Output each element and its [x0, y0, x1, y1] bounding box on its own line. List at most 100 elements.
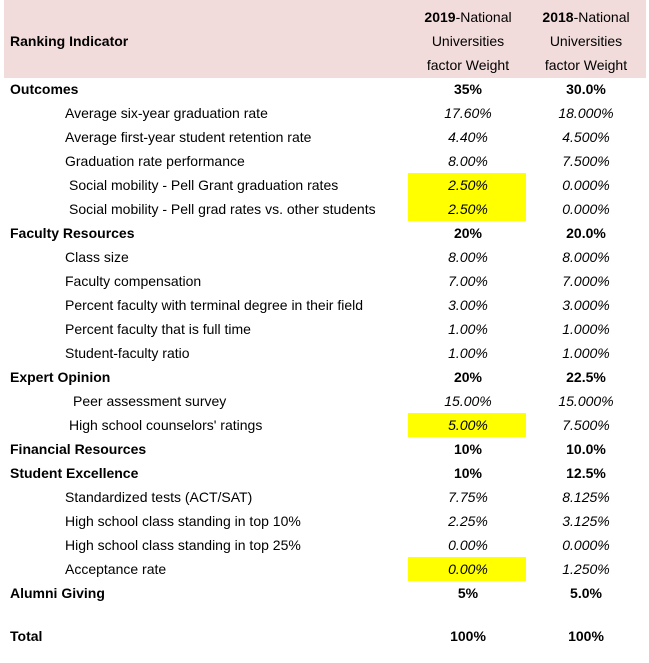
header-2018-line3: factor Weight — [544, 57, 628, 73]
weight-2019: 10% — [453, 441, 483, 457]
weight-2019: 5% — [457, 585, 479, 601]
weight-2018: 20.0% — [566, 225, 606, 241]
category-label: Financial Resources — [10, 441, 147, 457]
subitem-label: High school class standing in top 10% — [65, 513, 301, 529]
weight-2019: 8.00% — [448, 153, 488, 169]
subitem-label: Acceptance rate — [65, 561, 167, 577]
subitem-row: Faculty compensation 7.00% 7.000% — [0, 269, 649, 293]
subitem-row: Average first-year student retention rat… — [0, 125, 649, 149]
header-2018-line2: Universities — [549, 33, 623, 49]
subitem-label: Peer assessment survey — [73, 393, 227, 409]
header-2019-line1: 2019-National — [410, 5, 526, 29]
subitem-label: Average six-year graduation rate — [65, 105, 268, 121]
weight-2019: 15.00% — [444, 393, 492, 409]
subitem-label: Class size — [65, 249, 129, 265]
subitem-row: Standardized tests (ACT/SAT) 7.75% 8.125… — [0, 485, 649, 509]
weight-2018: 1.000% — [562, 345, 610, 361]
weight-2018: 12.5% — [566, 465, 606, 481]
subitem-label: Percent faculty with terminal degree in … — [65, 297, 364, 313]
weight-2019: 2.50% — [448, 201, 488, 217]
weight-2018: 3.125% — [562, 513, 610, 529]
header-2018-year: 2018 — [542, 9, 574, 25]
weight-2019: 8.00% — [448, 249, 488, 265]
total-2018: 100% — [568, 628, 604, 644]
header-indicator-cell: Ranking Indicator — [4, 0, 410, 78]
total-row: Total 100% 100% — [0, 624, 649, 648]
subitem-row: High school class standing in top 10% 2.… — [0, 509, 649, 533]
subitem-label: High school class standing in top 25% — [65, 537, 301, 553]
weight-2018: 8.125% — [562, 489, 610, 505]
subitem-label: Student-faculty ratio — [65, 345, 190, 361]
table-header: Ranking Indicator 2019-National Universi… — [0, 0, 649, 78]
subitem-row: Percent faculty that is full time 1.00% … — [0, 317, 649, 341]
category-row-faculty-resources: Faculty Resources 20% 20.0% — [0, 221, 649, 245]
subitem-label: Percent faculty that is full time — [65, 321, 251, 337]
subitem-row: Student-faculty ratio 1.00% 1.000% — [0, 341, 649, 365]
weight-2018: 15.000% — [558, 393, 614, 409]
weight-2018: 0.000% — [562, 177, 610, 193]
highlight-cell — [408, 557, 526, 581]
subitem-label: Standardized tests (ACT/SAT) — [65, 489, 253, 505]
weight-2018: 30.0% — [566, 81, 606, 97]
weight-2018: 8.000% — [562, 249, 610, 265]
weight-2019: 20% — [453, 369, 483, 385]
category-label: Alumni Giving — [10, 585, 105, 601]
subitem-row: Percent faculty with terminal degree in … — [0, 293, 649, 317]
weight-2018: 4.500% — [562, 129, 610, 145]
weight-2019: 20% — [453, 225, 483, 241]
category-label: Faculty Resources — [10, 225, 135, 241]
weight-2018: 7.500% — [562, 153, 610, 169]
weight-2018: 1.000% — [562, 321, 610, 337]
weight-2018: 1.250% — [562, 561, 610, 577]
weight-2018: 18.000% — [558, 105, 614, 121]
weight-2019: 2.25% — [448, 513, 488, 529]
subitem-label: Social mobility - Pell grad rates vs. ot… — [69, 201, 376, 217]
subitem-row: Social mobility - Pell grad rates vs. ot… — [0, 197, 649, 221]
category-label: Expert Opinion — [10, 369, 111, 385]
total-label: Total — [10, 628, 43, 644]
header-2019-year: 2019 — [424, 9, 456, 25]
weight-2018: 3.000% — [562, 297, 610, 313]
weight-2018: 0.000% — [562, 537, 610, 553]
weight-2018: 5.0% — [570, 585, 602, 601]
category-row-student-excellence: Student Excellence 10% 12.5% — [0, 461, 649, 485]
category-row-alumni-giving: Alumni Giving 5% 5.0% — [0, 581, 649, 605]
header-2019-line2: Universities — [431, 33, 505, 49]
weight-2019: 3.00% — [448, 297, 488, 313]
weight-2018: 0.000% — [562, 201, 610, 217]
header-2019-cell: 2019-National Universities factor Weight — [410, 0, 526, 78]
subitem-row: Acceptance rate 0.00% 1.250% — [0, 557, 649, 581]
weight-2019: 35% — [453, 81, 483, 97]
weight-2019: 10% — [453, 465, 483, 481]
weight-2019: 2.50% — [448, 177, 488, 193]
weight-2019: 17.60% — [444, 105, 492, 121]
subitem-row: Average six-year graduation rate 17.60% … — [0, 101, 649, 125]
weight-2019: 0.00% — [448, 537, 488, 553]
subitem-label: High school counselors' ratings — [69, 417, 263, 433]
highlight-cell — [408, 413, 526, 437]
subitem-row: Social mobility - Pell Grant graduation … — [0, 173, 649, 197]
subitem-label: Graduation rate performance — [65, 153, 245, 169]
header-2019-line3: factor Weight — [426, 57, 510, 73]
subitem-label: Faculty compensation — [65, 273, 202, 289]
highlight-cell — [408, 197, 526, 221]
category-label: Outcomes — [10, 81, 79, 97]
weight-2019: 5.00% — [448, 417, 488, 433]
header-2018-suffix: -National — [573, 9, 630, 25]
total-2019: 100% — [450, 628, 486, 644]
subitem-label: Social mobility - Pell Grant graduation … — [69, 177, 339, 193]
header-2019-suffix: -National — [455, 9, 512, 25]
highlight-cell — [408, 173, 526, 197]
weight-2018: 7.000% — [562, 273, 610, 289]
subitem-row: High school counselors' ratings 5.00% 7.… — [0, 413, 649, 437]
ranking-table: Ranking Indicator 2019-National Universi… — [0, 0, 649, 644]
subitem-row: Graduation rate performance 8.00% 7.500% — [0, 149, 649, 173]
subitem-label: Average first-year student retention rat… — [65, 129, 312, 145]
subitem-row: High school class standing in top 25% 0.… — [0, 533, 649, 557]
weight-2019: 1.00% — [448, 321, 488, 337]
weight-2019: 0.00% — [448, 561, 488, 577]
header-title: Ranking Indicator — [10, 33, 129, 49]
category-row-financial-resources: Financial Resources 10% 10.0% — [0, 437, 649, 461]
header-2018-line1: 2018-National — [526, 5, 646, 29]
category-row-outcomes: Outcomes 35% 30.0% — [0, 77, 649, 101]
